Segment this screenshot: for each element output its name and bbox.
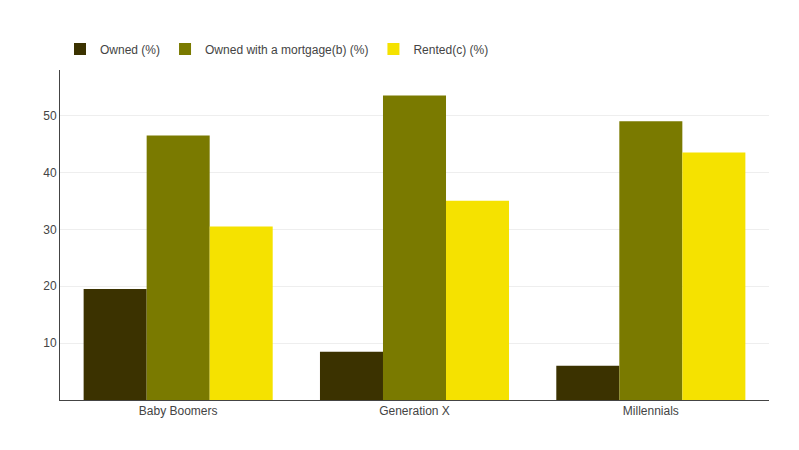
svg-text:50: 50 bbox=[43, 109, 57, 123]
svg-text:Millennials: Millennials bbox=[623, 404, 679, 418]
svg-text:Rented(c) (%): Rented(c) (%) bbox=[413, 43, 488, 57]
svg-text:Baby Boomers: Baby Boomers bbox=[139, 404, 218, 418]
svg-text:30: 30 bbox=[43, 223, 57, 237]
svg-text:Owned with a mortgage(b) (%): Owned with a mortgage(b) (%) bbox=[205, 43, 368, 57]
svg-text:20: 20 bbox=[43, 279, 57, 293]
svg-text:Generation X: Generation X bbox=[379, 404, 450, 418]
svg-text:40: 40 bbox=[43, 166, 57, 180]
svg-text:Owned (%): Owned (%) bbox=[100, 43, 160, 57]
svg-text:10: 10 bbox=[43, 336, 57, 350]
